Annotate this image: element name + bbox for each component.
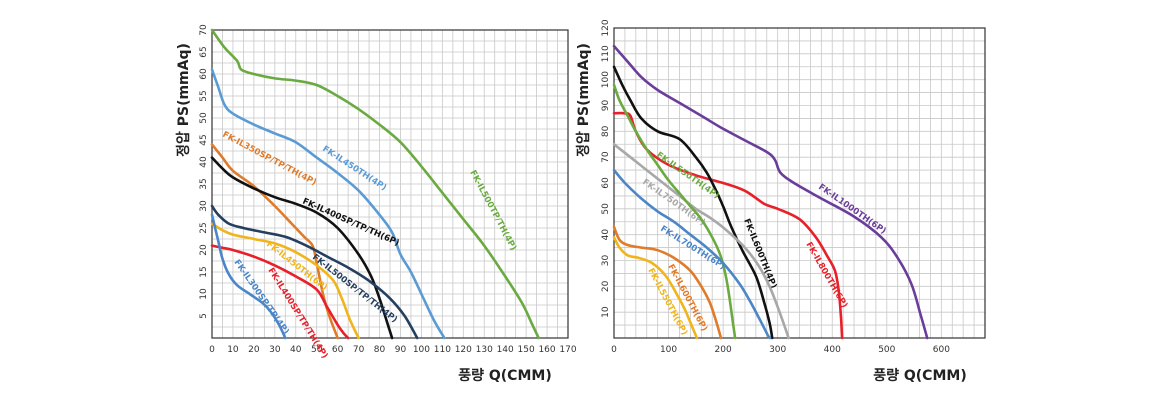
- chart-right: 0 100 200 300 400 500 600 10 20 30 40 50 60 70 80 90 100…: [575, 19, 986, 384]
- y-tick-label: 30: [601, 255, 611, 267]
- x-tick-label: 30: [269, 345, 281, 355]
- x-axis-title: 풍량 Q(CMM): [458, 368, 551, 384]
- series-line: [210, 68, 446, 340]
- y-tick-label: 10: [199, 288, 209, 300]
- x-tick-label: 50: [311, 345, 323, 355]
- x-tick-label: 160: [538, 345, 555, 355]
- y-axis-title: 정압 PS(mmAq): [575, 43, 592, 157]
- x-tick-label: 60: [332, 345, 344, 355]
- x-tick-label: 100: [413, 345, 430, 355]
- y-tick-label: 40: [601, 229, 611, 241]
- y-tick-label: 25: [199, 222, 209, 233]
- series-line: [210, 156, 394, 340]
- series-label: FK-IL600TH(4P): [741, 217, 778, 290]
- y-tick-label: 100: [601, 71, 611, 88]
- y-tick-label: 10: [601, 306, 611, 318]
- y-tick-label: 70: [199, 24, 209, 36]
- x-tick-label: 130: [476, 345, 493, 355]
- x-tick-label: 150: [518, 345, 535, 355]
- series-line: [210, 28, 540, 340]
- series-line: [612, 236, 699, 340]
- grid: [614, 28, 985, 338]
- y-tick-label: 15: [199, 266, 209, 277]
- y-tick-label: 50: [199, 112, 209, 124]
- y-tick-label: 5: [199, 313, 209, 319]
- x-tick-label: 110: [434, 345, 451, 355]
- x-tick-label: 10: [227, 345, 239, 355]
- x-tick-label: 140: [497, 345, 514, 355]
- x-tick-label: 0: [209, 345, 215, 355]
- y-axis-title: 정압 PS(mmAq): [175, 43, 192, 157]
- series-line: [612, 225, 723, 340]
- y-tick-label: 110: [601, 45, 611, 62]
- x-tick-label: 170: [559, 345, 576, 355]
- series-label: FK-IL500TP/TH(4P): [467, 169, 518, 253]
- x-tick-label: 70: [353, 345, 365, 355]
- series-line: [612, 143, 790, 340]
- x-tick-label: 20: [248, 345, 260, 355]
- x-tick-label: 300: [769, 345, 786, 355]
- y-tick-label: 70: [601, 151, 611, 163]
- chart-left: 0 10 20 30 40 50 60 70 80 90 100 110 120 130 140 150 160…: [175, 24, 577, 384]
- series-line: [612, 83, 737, 340]
- x-tick-label: 120: [455, 345, 472, 355]
- y-tick-label: 30: [199, 200, 209, 212]
- series-line: [210, 213, 287, 340]
- y-tick-label: 80: [601, 125, 611, 137]
- series-line: [210, 244, 350, 340]
- x-tick-label: 400: [824, 345, 841, 355]
- y-tick-label: 40: [199, 156, 209, 168]
- x-tick-label: 200: [715, 345, 732, 355]
- y-tick-label: 45: [199, 134, 209, 145]
- plot-frame: [211, 29, 569, 339]
- y-tick-label: 55: [199, 90, 209, 101]
- x-tick-label: 90: [395, 345, 407, 355]
- series-label: FK-IL1000TH(6P): [816, 182, 888, 236]
- series-line: [210, 204, 419, 340]
- x-tick-label: 80: [374, 345, 386, 355]
- y-tick-label: 120: [601, 19, 611, 36]
- y-tick-label: 60: [199, 68, 209, 80]
- x-tick-label: 100: [660, 345, 677, 355]
- x-tick-label: 40: [290, 345, 302, 355]
- y-tick-label: 60: [601, 177, 611, 189]
- y-tick-label: 50: [601, 203, 611, 215]
- x-tick-label: 500: [878, 345, 895, 355]
- series-line: [612, 168, 772, 340]
- y-tick-label: 65: [199, 46, 209, 57]
- series-line: [612, 65, 774, 340]
- series-line: [612, 44, 929, 340]
- y-tick-label: 20: [601, 280, 611, 292]
- x-tick-label: 0: [611, 345, 617, 355]
- series-line: [210, 143, 339, 340]
- x-axis-title: 풍량 Q(CMM): [873, 368, 966, 384]
- series-line: [612, 111, 844, 340]
- y-tick-label: 90: [601, 100, 611, 112]
- plot-frame: [613, 27, 986, 339]
- series-line: [210, 222, 360, 340]
- y-tick-label: 20: [199, 244, 209, 256]
- x-tick-label: 600: [933, 345, 950, 355]
- y-tick-label: 35: [199, 178, 209, 189]
